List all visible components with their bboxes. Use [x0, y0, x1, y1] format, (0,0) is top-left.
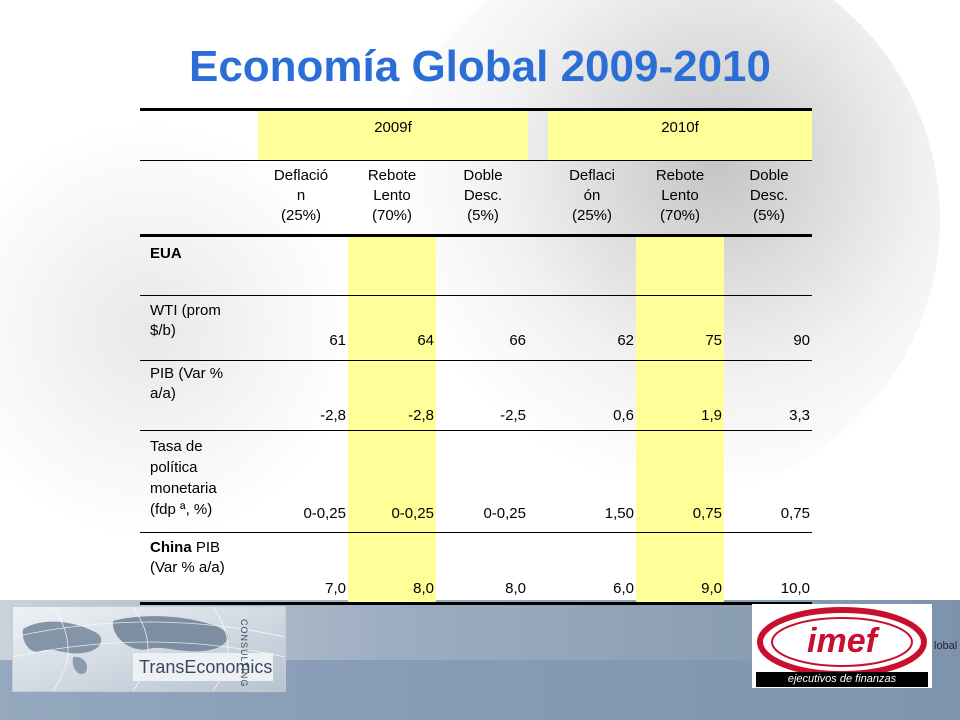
table-rule [140, 295, 812, 296]
highlight-2009-rebote-column [348, 237, 436, 604]
table-cell: 0-0,25 [391, 505, 434, 522]
trailing-global-text: lobal [934, 640, 958, 652]
highlight-2010-header [548, 108, 812, 160]
transeconomics-logo-text: TransEconomics [133, 653, 273, 681]
table-cell: 7,0 [325, 580, 346, 597]
table-bottom-rule [140, 602, 812, 605]
year-header-2010: 2010f [661, 119, 699, 136]
imef-logo-text: imef [807, 622, 877, 660]
table-cell: 1,9 [701, 407, 722, 424]
table-cell: 1,50 [604, 505, 634, 522]
row-label-china-pib: China PIB (Var % a/a) [150, 539, 225, 576]
table-cell: 62 [617, 332, 634, 349]
transeconomics-logo: TransEconomics CONSULTING [12, 606, 286, 692]
row-label-wti: WTI (prom $/b) [150, 302, 221, 339]
table-cell: 8,0 [413, 580, 434, 597]
scenario-header-rebote-2010: Rebote Lento (70%) [655, 167, 705, 224]
table-cell: 90 [793, 332, 810, 349]
row-label-pib: PIB (Var % a/a) [150, 365, 224, 402]
highlight-2009-header [258, 108, 528, 160]
consulting-label: CONSULTING [239, 619, 249, 688]
table-cell: 0,75 [780, 505, 810, 522]
table-rule [140, 430, 812, 431]
table-cell: 0,6 [613, 407, 634, 424]
scenario-header-doble-2009: Doble Desc. (5%) [463, 167, 503, 224]
table-cell: 0-0,25 [303, 505, 346, 522]
year-header-2009: 2009f [374, 119, 412, 136]
table-cell: 10,0 [780, 580, 810, 597]
table-cell: 6,0 [613, 580, 634, 597]
table-cell: 0,75 [692, 505, 722, 522]
row-label-tasa-politica: Tasa de política monetaria (fdp ª, %) [150, 438, 217, 518]
table-cell: 0-0,25 [483, 505, 526, 522]
scenario-header-deflacion-2009: Deflació n (25%) [273, 167, 329, 224]
imef-logo: imef ejecutivos de finanzas [752, 604, 932, 688]
table-cell: 8,0 [505, 580, 526, 597]
highlight-2010-rebote-column [636, 237, 724, 604]
row-label-eua: EUA [150, 245, 182, 262]
table-cell: -2,8 [320, 407, 346, 424]
slide-title: Economía Global 2009-2010 [188, 42, 772, 91]
table-rule [140, 532, 812, 533]
scenario-header-rebote-2009: Rebote Lento (70%) [367, 167, 417, 224]
table-cell: 66 [509, 332, 526, 349]
table-cell: -2,5 [500, 407, 526, 424]
scenario-header-deflacion-2010: Deflaci ón (25%) [569, 167, 615, 224]
table-rule [140, 360, 812, 361]
scenario-header-doble-2010: Doble Desc. (5%) [749, 167, 789, 224]
table-header-rule [140, 234, 812, 237]
imef-tagline: ejecutivos de finanzas [756, 672, 928, 687]
forecast-table: 2009f 2010f Deflació n (25%) Rebote Lent… [140, 108, 812, 605]
table-cell: 3,3 [789, 407, 810, 424]
table-cell: 75 [705, 332, 722, 349]
table-top-rule [140, 108, 812, 111]
table-cell: 61 [329, 332, 346, 349]
table-cell: 64 [417, 332, 434, 349]
table-cell: -2,8 [408, 407, 434, 424]
table-cell: 9,0 [701, 580, 722, 597]
table-rule [140, 160, 812, 161]
